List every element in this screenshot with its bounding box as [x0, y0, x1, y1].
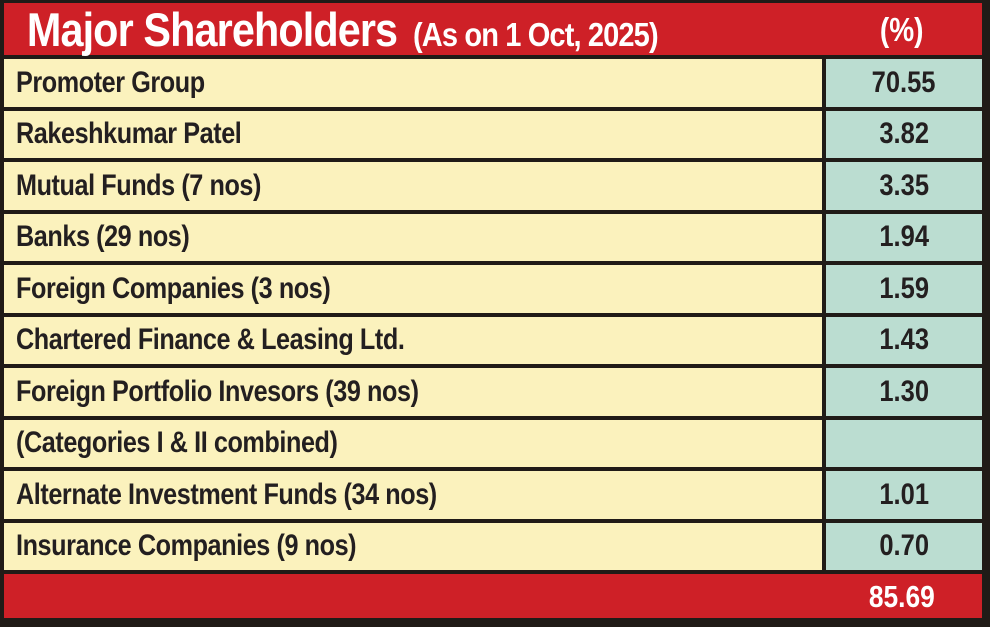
table-row: Rakeshkumar Patel 3.82: [4, 110, 982, 158]
shareholder-name: Banks (29 nos): [4, 213, 822, 261]
shareholder-name: (Categories I & II combined): [4, 419, 822, 467]
shareholder-percent: 1.30: [826, 368, 982, 416]
header-title-group: Major Shareholders (As on 1 Oct, 2025): [4, 6, 724, 53]
shareholder-percent: 70.55: [826, 59, 982, 107]
as-on-date: (As on 1 Oct, 2025): [413, 15, 659, 53]
table-header: Major Shareholders (As on 1 Oct, 2025) (…: [4, 3, 982, 55]
shareholder-percent: 1.59: [826, 265, 982, 313]
shareholder-name: Alternate Investment Funds (34 nos): [4, 471, 822, 519]
shareholder-name: Insurance Companies (9 nos): [4, 522, 822, 570]
shareholder-name: Promoter Group: [4, 59, 822, 107]
shareholder-name: Foreign Portfolio Invesors (39 nos): [4, 368, 822, 416]
table-row: Mutual Funds (7 nos) 3.35: [4, 162, 982, 210]
table-row: Insurance Companies (9 nos) 0.70: [4, 522, 982, 570]
shareholder-name: Mutual Funds (7 nos): [4, 162, 822, 210]
shareholder-percent: 3.82: [826, 110, 982, 158]
total-percent: 85.69: [869, 578, 935, 614]
table-row: Banks (29 nos) 1.94: [4, 213, 982, 261]
shareholder-name: Foreign Companies (3 nos): [4, 265, 822, 313]
shareholder-percent: 1.43: [826, 316, 982, 364]
percent-column-header: (%): [880, 10, 924, 48]
table-row: Promoter Group 70.55: [4, 59, 982, 107]
shareholder-percent: 1.94: [826, 213, 982, 261]
table-row: Foreign Companies (3 nos) 1.59: [4, 265, 982, 313]
page-title: Major Shareholders: [26, 2, 398, 56]
shareholder-percent: 1.01: [826, 471, 982, 519]
table-row: Chartered Finance & Leasing Ltd. 1.43: [4, 316, 982, 364]
table-row: Alternate Investment Funds (34 nos) 1.01: [4, 471, 982, 519]
table-row: (Categories I & II combined): [4, 419, 982, 467]
shareholder-percent: [826, 419, 982, 467]
shareholder-name: Rakeshkumar Patel: [4, 110, 822, 158]
table-row: Foreign Portfolio Invesors (39 nos) 1.30: [4, 368, 982, 416]
shareholder-percent: 3.35: [826, 162, 982, 210]
shareholder-name: Chartered Finance & Leasing Ltd.: [4, 316, 822, 364]
table-body: Promoter Group 70.55 Rakeshkumar Patel 3…: [4, 59, 982, 570]
total-row: 85.69: [4, 574, 982, 618]
shareholder-percent: 0.70: [826, 522, 982, 570]
